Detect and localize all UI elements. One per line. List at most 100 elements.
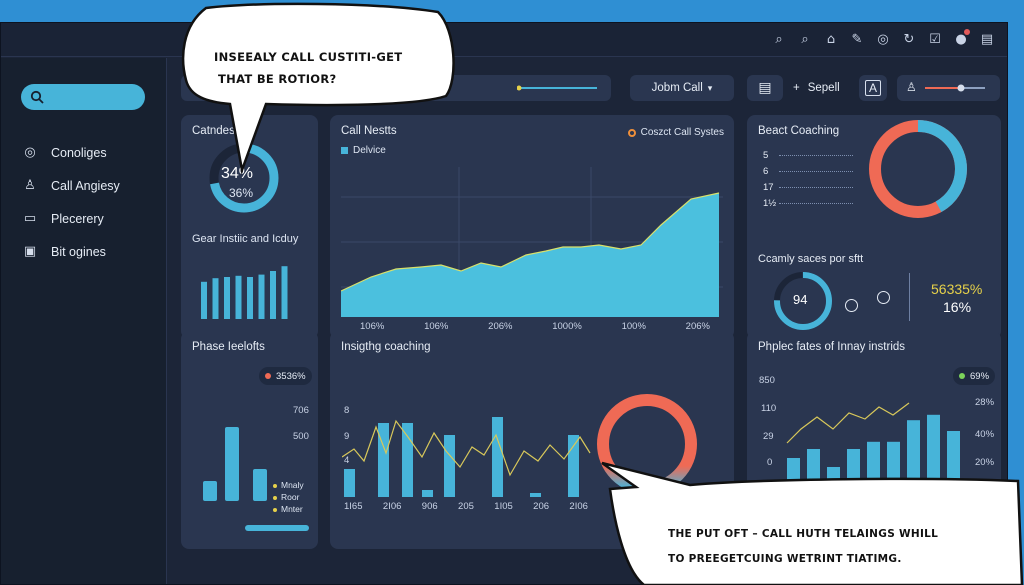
x-tick-label: 906 xyxy=(421,501,438,512)
sidebar-item-label: Call Angiesy xyxy=(51,178,120,193)
insight-bar xyxy=(344,469,355,497)
sidebar-item-bit-ogines[interactable]: ▣ Bit ogines xyxy=(21,235,161,268)
status-dot xyxy=(265,373,271,379)
search-input[interactable] xyxy=(21,84,145,110)
call-dropdown[interactable]: Jobm Call ▾ xyxy=(630,75,734,101)
coaching-row: 17 xyxy=(763,179,853,195)
coaching-gauge xyxy=(774,272,832,330)
x-axis-labels: 1I65 2I06 906 205 1I05 206 2I06 xyxy=(344,501,588,512)
insight-trend-line xyxy=(342,419,591,477)
legend-label: Coszct Call Systes xyxy=(640,127,724,138)
coaching-row: 5 xyxy=(763,147,853,163)
stat-primary: 56335% xyxy=(931,281,983,297)
insight-bar xyxy=(492,417,503,497)
phplec-combo-chart xyxy=(786,402,960,485)
insight-bar xyxy=(530,493,541,497)
monitor-icon: ▭ xyxy=(23,211,37,226)
badge-value: 69% xyxy=(970,370,990,382)
calendar-button[interactable]: ▤ xyxy=(747,75,783,101)
status-dot xyxy=(959,373,965,379)
panel-title: Phase Ieelofts xyxy=(192,341,265,353)
radio-icon[interactable] xyxy=(845,299,858,312)
phplec-bar xyxy=(887,441,900,485)
sidebar-item-label: Bit ogines xyxy=(51,244,106,259)
x-tick-label: 1000% xyxy=(552,321,582,332)
status-badge: 69% xyxy=(953,367,996,385)
x-tick-label: 2I06 xyxy=(382,501,402,512)
sidebar-item-call-angiesy[interactable]: ♙ Call Angiesy xyxy=(21,169,161,202)
search-icon[interactable]: ⌕ xyxy=(775,31,783,47)
coaching-rows: 5 6 17 1½ xyxy=(763,147,853,211)
insight-bar xyxy=(568,435,579,497)
legend-item: Roor xyxy=(273,491,304,503)
add-button[interactable]: + Sepell xyxy=(793,75,851,101)
radio-icon[interactable] xyxy=(877,291,890,304)
panel-title: Insigthg coaching xyxy=(341,341,431,353)
x-axis-labels: 106% 106% 206% 1000% 100% 206% xyxy=(360,321,710,332)
level-slider[interactable] xyxy=(923,83,987,93)
catndes-bar xyxy=(212,278,219,319)
x-tick-label: 205 xyxy=(458,501,474,512)
check-icon[interactable]: ☑ xyxy=(929,31,941,47)
user-icon: ♙ xyxy=(24,178,36,193)
x-tick-label: 206% xyxy=(488,321,513,332)
panel-beact-coaching: Beact Coaching 5 6 17 1½ Ccamly saces po… xyxy=(747,115,1001,339)
notification-icon[interactable]: ● xyxy=(953,29,970,47)
coaching-row: 1½ xyxy=(763,195,853,211)
phplec-bar xyxy=(787,458,800,485)
phase-bar-chart xyxy=(203,427,267,501)
search-zoom-icon[interactable]: ⌕ xyxy=(801,31,809,47)
insight-bar xyxy=(402,423,413,497)
catndes-bar xyxy=(224,277,230,319)
sidebar-item-conoliges[interactable]: ◎ Conoliges xyxy=(21,136,161,169)
call-nestts-area-chart xyxy=(341,167,723,317)
y-tick-label: 850 xyxy=(759,375,775,386)
help-icon[interactable]: ◎ xyxy=(877,31,889,47)
sidebar: ◎ Conoliges ♙ Call Angiesy ▭ Plecerery ▣… xyxy=(1,58,167,584)
coaching-row: 6 xyxy=(763,163,853,179)
text-format-button[interactable]: A xyxy=(859,75,887,101)
calendar-icon[interactable]: ▤ xyxy=(980,31,994,47)
catndes-bar xyxy=(281,266,288,319)
donut-secondary-value: 36% xyxy=(229,186,254,200)
catndes-bar xyxy=(201,281,207,319)
refresh-icon[interactable]: ↻ xyxy=(903,31,915,47)
y-tick-label: 8 xyxy=(344,405,350,416)
speech-bubble-bottom-text: THE PUT OFT – CALL HUTH TELAINGS WHILL T… xyxy=(668,522,938,572)
y-tick-label: 500 xyxy=(293,431,309,442)
coaching-subtitle: Ccamly saces por sftt xyxy=(758,253,864,265)
insight-combo-chart xyxy=(342,417,591,497)
y-tick-label: 110 xyxy=(761,403,777,414)
phplec-bar xyxy=(847,449,860,485)
insight-bar xyxy=(378,423,389,497)
phplec-bar xyxy=(907,420,920,485)
status-badge: 3536% xyxy=(259,367,312,385)
sidebar-item-label: Conoliges xyxy=(51,145,107,160)
top-bar: ⌕ ⌕ ⌂ ✎ ◎ ↻ ☑ ● ▤ xyxy=(1,23,1007,57)
legend-item: Mnaly xyxy=(273,479,304,491)
search-icon xyxy=(30,90,44,104)
catndes-bar xyxy=(258,274,265,319)
sidebar-nav: ◎ Conoliges ♙ Call Angiesy ▭ Plecerery ▣… xyxy=(21,136,161,268)
phplec-bar xyxy=(947,431,960,485)
top-toolbar: ⌕ ⌕ ⌂ ✎ ◎ ↻ ☑ ● ▤ xyxy=(771,29,995,47)
legend-item-system: Coszct Call Systes xyxy=(627,127,724,138)
legend-item: Delvice xyxy=(341,145,386,156)
phplec-trend-line xyxy=(786,402,910,444)
user-slider-box: ♙ xyxy=(897,75,1000,101)
panel-title: Phplec fates of Innay instrids xyxy=(758,341,906,353)
x-tick-label: 206% xyxy=(685,321,710,332)
bubble-line: THE PUT OFT – CALL HUTH TELAINGS WHILL xyxy=(668,528,939,540)
phplec-bar xyxy=(927,414,940,485)
sidebar-item-plecerery[interactable]: ▭ Plecerery xyxy=(21,202,161,235)
x-tick-label: 2I06 xyxy=(569,501,588,512)
phase-bar xyxy=(225,427,239,501)
sidebar-item-label: Plecerery xyxy=(51,211,104,226)
insight-bar xyxy=(422,490,433,497)
tray-icon[interactable]: ⌂ xyxy=(826,31,836,47)
speech-bubble-top-text: INSEEALY CALL CUSTITI-GET THAT BE ROTIOR… xyxy=(214,46,402,90)
y-tick-label: 706 xyxy=(293,405,309,416)
edit-icon[interactable]: ✎ xyxy=(851,31,863,47)
x-tick-label: 106% xyxy=(424,321,449,332)
dashboard-window: ⌕ ⌕ ⌂ ✎ ◎ ↻ ☑ ● ▤ ◎ Conoliges ♙ Call Ang… xyxy=(0,22,1008,585)
